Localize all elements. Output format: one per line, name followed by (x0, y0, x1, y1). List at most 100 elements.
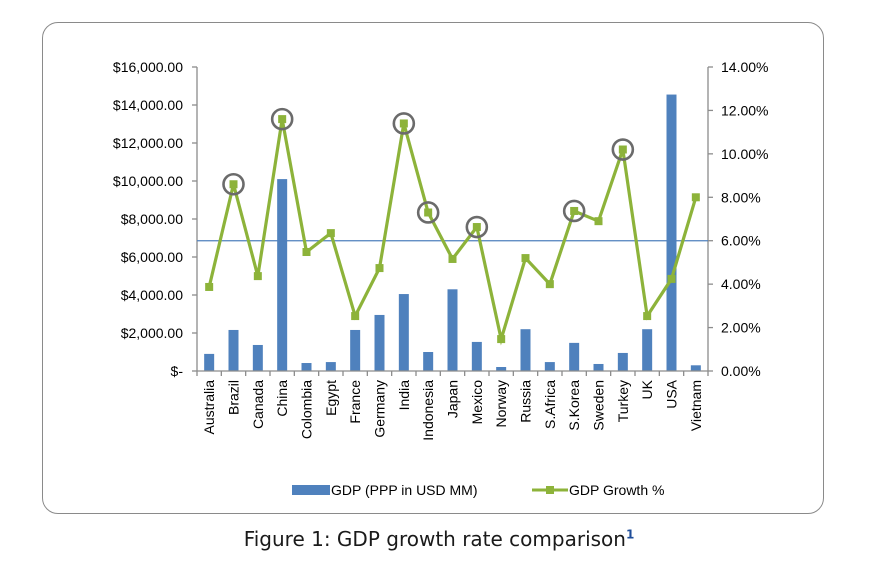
growth-marker-mexico (472, 223, 481, 232)
x-axis-label: Mexico (469, 380, 485, 425)
bar-safrica (544, 362, 555, 371)
left-axis: $- $2,000.00 $4,000.00 $6,000.00 $8,000.00 $1… (113, 59, 198, 379)
bar-germany (374, 314, 385, 371)
x-axis-label: Brazil (226, 380, 242, 415)
right-axis-tick-label: 6.00% (721, 233, 761, 249)
growth-marker-india (399, 119, 408, 128)
bar-uk (642, 329, 653, 371)
x-axis-label: Egypt (323, 380, 339, 416)
bar-colombia (301, 363, 312, 371)
left-axis-tick-label: $12,000.00 (113, 135, 183, 151)
growth-marker-france (351, 312, 360, 321)
bar-japan (447, 289, 458, 371)
highlight-circle-indonesia (416, 201, 440, 224)
growth-marker-turkey (618, 145, 627, 154)
left-axis-tick-label: $8,000.00 (121, 211, 183, 227)
x-axis: Australia Brazil Canada China Colombia Egypt F… (196, 370, 709, 441)
x-axis-label: Canada (250, 380, 266, 429)
x-axis-label: Russia (518, 380, 534, 423)
legend-swatch-growth-marker (546, 486, 554, 494)
x-axis-label: USA (664, 379, 680, 408)
growth-line-group (205, 115, 700, 346)
bar-turkey (617, 352, 628, 371)
bar-canada (252, 344, 263, 371)
x-axis-label: UK (639, 379, 655, 399)
highlight-circle-china (270, 107, 294, 131)
right-axis-tick-label: 8.00% (721, 189, 761, 205)
growth-marker-canada (253, 272, 262, 281)
right-axis-tick-label: 2.00% (721, 320, 761, 336)
highlight-circle-india (392, 112, 416, 135)
x-axis-label: S.Africa (542, 380, 558, 429)
left-axis-tick-label: $6,000.00 (121, 249, 183, 265)
right-axis-tick-label: 0.00% (721, 363, 761, 379)
growth-marker-colombia (302, 248, 311, 257)
bar-indonesia (423, 352, 434, 371)
x-axis-label: France (347, 380, 363, 424)
x-axis-label: Colombia (299, 380, 315, 439)
x-axis-label: Australia (201, 380, 217, 435)
bar-australia (204, 353, 215, 371)
left-axis-tick-label: $4,000.00 (121, 287, 183, 303)
growth-marker-norway (497, 335, 506, 344)
growth-marker-russia (521, 254, 530, 263)
legend-label-growth: GDP Growth % (569, 482, 664, 498)
figure-caption: Figure 1: GDP growth rate comparison1 (0, 527, 878, 551)
bar-vietnam (690, 365, 701, 371)
growth-marker-china (278, 115, 287, 124)
right-axis-tick-label: 14.00% (721, 59, 768, 75)
growth-marker-uk (643, 312, 652, 321)
highlight-circle-skorea (562, 199, 586, 223)
bar-china (277, 179, 288, 371)
growth-marker-indonesia (424, 208, 433, 217)
growth-marker-skorea (570, 206, 579, 215)
x-axis-label: Sweden (591, 380, 607, 431)
bar-egypt (325, 362, 336, 371)
highlight-circle-brazil (222, 172, 245, 196)
growth-marker-egypt (326, 229, 335, 238)
x-axis-label: India (396, 380, 412, 411)
growth-marker-australia (205, 282, 214, 291)
x-axis-label: Vietnam (688, 380, 704, 431)
x-axis-label: China (274, 380, 290, 417)
caption-text: Figure 1: GDP growth rate comparison (243, 527, 626, 551)
x-axis-label: Turkey (615, 380, 631, 422)
bar-skorea (569, 342, 580, 371)
x-axis-label: Japan (445, 380, 461, 418)
legend-label-gdp: GDP (PPP in USD MM) (331, 482, 478, 498)
chart-frame (42, 22, 824, 514)
legend: GDP (PPP in USD MM) GDP Growth % (292, 482, 664, 498)
right-axis-tick-label: 4.00% (721, 276, 761, 292)
highlight-circle-mexico (465, 215, 489, 239)
gdp-bars (204, 94, 701, 372)
x-axis-label: Indonesia (420, 380, 436, 441)
bar-brazil (228, 329, 239, 371)
left-axis-tick-label: $16,000.00 (113, 59, 183, 75)
x-axis-label: Germany (372, 380, 388, 438)
caption-footnote: 1 (625, 527, 635, 542)
right-axis: 0.00% 2.00% 4.00% 6.00% 8.00% 10.00% 12.00% 14.… (707, 59, 768, 379)
bar-sweden (593, 363, 604, 371)
growth-marker-safrica (545, 280, 554, 289)
growth-marker-brazil (229, 180, 238, 189)
x-axis-label: Norway (493, 380, 509, 427)
growth-marker-vietnam (691, 193, 700, 202)
bar-france (350, 329, 361, 371)
growth-marker-germany (375, 264, 384, 273)
left-axis-tick-label: $2,000.00 (121, 325, 183, 341)
highlight-circle-turkey (611, 138, 635, 161)
left-axis-tick-label: $14,000.00 (113, 97, 183, 113)
left-axis-tick-label: $- (171, 363, 184, 379)
right-axis-tick-label: 10.00% (721, 146, 768, 162)
left-axis-tick-label: $10,000.00 (113, 173, 183, 189)
highlight-circles (222, 107, 635, 239)
bar-usa (666, 94, 677, 372)
growth-marker-japan (448, 254, 457, 263)
bar-mexico (471, 341, 482, 371)
bar-norway (496, 367, 507, 371)
right-axis-tick-label: 12.00% (721, 102, 768, 118)
growth-marker-usa (667, 274, 676, 283)
x-axis-label: S.Korea (566, 380, 582, 431)
legend-swatch-gdp (292, 485, 330, 495)
